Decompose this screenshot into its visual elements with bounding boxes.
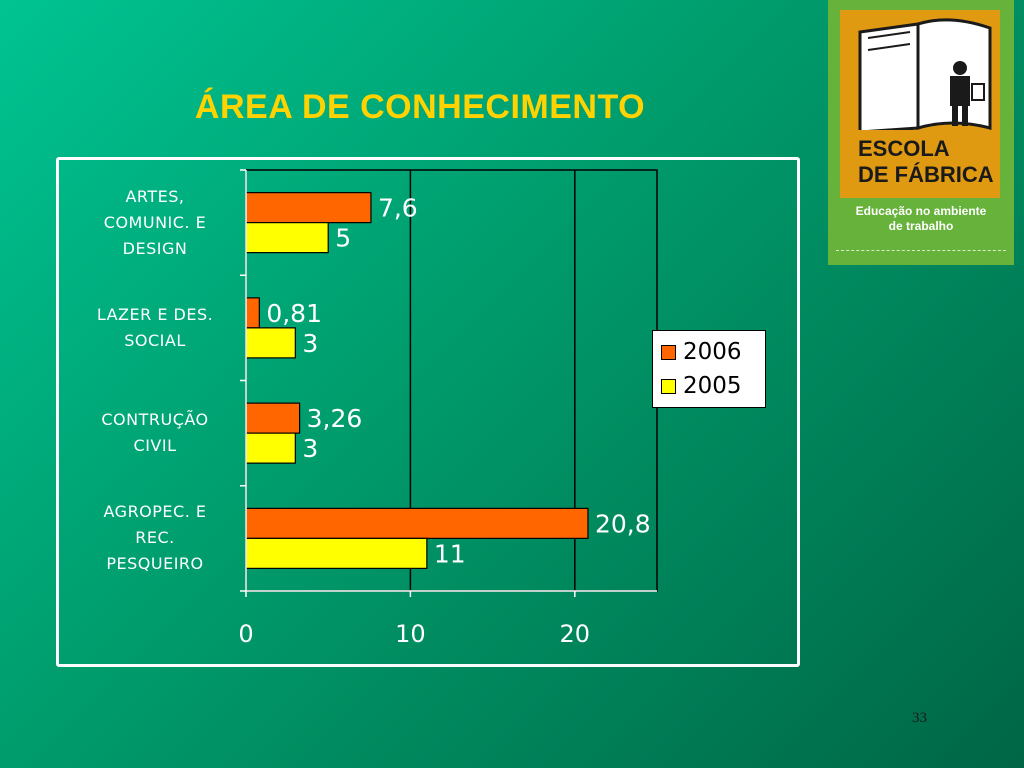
book-and-worker-icon [858, 18, 992, 130]
category-label: LAZER E DES. SOCIAL [96, 304, 214, 350]
data-label-2006: 20,8 [595, 509, 651, 538]
bar-2006 [245, 192, 372, 224]
x-tick-label: 20 [560, 620, 591, 648]
category-label: AGROPEC. E REC. PESQUEIRO [103, 502, 207, 574]
data-label-2006: 3,26 [307, 404, 363, 433]
escola-de-fabrica-logo: ESCOLA DE FÁBRICA Educação no ambiente d… [828, 0, 1014, 265]
legend-item-2005: 2005 [661, 371, 742, 401]
legend-swatch-2006 [661, 344, 676, 360]
bar-2005 [245, 327, 296, 359]
data-label-2006: 0,81 [266, 299, 322, 328]
legend-label-2006: 2006 [683, 339, 742, 365]
bar-2006 [245, 402, 301, 434]
logo-tagline: Educação no ambiente de trabalho [828, 204, 1014, 234]
logo-tagline-line1: Educação no ambiente [855, 204, 987, 218]
logo-name: ESCOLA DE FÁBRICA [858, 136, 994, 187]
bar-2005 [245, 432, 296, 464]
data-label-2005: 3 [302, 434, 318, 463]
chart-frame [56, 157, 800, 667]
legend-label-2005: 2005 [683, 373, 742, 399]
slide-title: ÁREA DE CONHECIMENTO [194, 88, 646, 126]
category-label: ARTES, COMUNIC. E DESIGN [103, 186, 207, 258]
logo-emblem: ESCOLA DE FÁBRICA [840, 10, 1000, 198]
data-label-2005: 11 [434, 539, 466, 568]
data-label-2006: 7,6 [378, 194, 418, 223]
page-number: 33 [912, 710, 927, 726]
bar-2005 [245, 537, 428, 569]
x-tick-label: 0 [238, 620, 253, 648]
logo-tagline-line2: de trabalho [888, 219, 954, 233]
legend-item-2006: 2006 [661, 337, 742, 367]
legend-swatch-2005 [661, 378, 676, 394]
data-label-2005: 3 [302, 329, 318, 358]
logo-divider [836, 250, 1006, 251]
chart-legend: 2006 2005 [652, 330, 766, 408]
x-tick-label: 10 [395, 620, 426, 648]
category-label: CONTRUÇÃO CIVIL [101, 410, 209, 456]
bar-2005 [245, 222, 329, 254]
bar-2006 [245, 297, 260, 329]
bar-2006 [245, 507, 589, 539]
data-label-2005: 5 [335, 224, 351, 253]
